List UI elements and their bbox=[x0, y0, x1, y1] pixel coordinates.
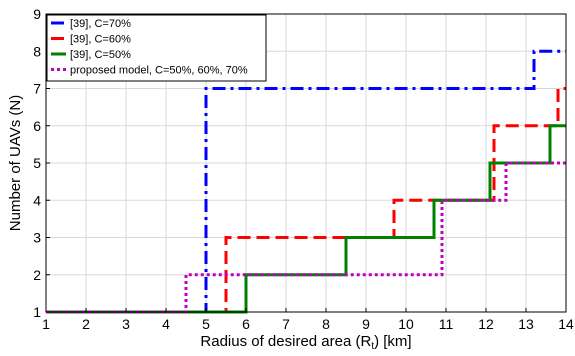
legend-label: [39], C=60% bbox=[70, 34, 131, 46]
x-tick-label: 12 bbox=[478, 316, 494, 332]
y-tick-label: 1 bbox=[33, 304, 41, 320]
legend: [39], C=70% [39], C=60% [39], C=50% propose… bbox=[47, 15, 266, 81]
y-tick-label: 5 bbox=[33, 155, 41, 171]
y-tick-label: 2 bbox=[33, 267, 41, 283]
x-tick-label: 13 bbox=[518, 316, 534, 332]
y-tick-label: 8 bbox=[33, 43, 41, 59]
x-tick-label: 3 bbox=[122, 316, 130, 332]
y-tick-label: 3 bbox=[33, 230, 41, 246]
x-tick-label: 1 bbox=[42, 316, 50, 332]
y-tick-label: 9 bbox=[33, 6, 41, 22]
x-tick-label: 2 bbox=[82, 316, 90, 332]
x-tick-label: 11 bbox=[439, 316, 454, 332]
x-tick-label: 9 bbox=[362, 316, 370, 332]
x-tick-label: 6 bbox=[242, 316, 250, 332]
x-axis-label-tail: ) [km] bbox=[374, 333, 412, 350]
x-tick-label: 7 bbox=[282, 316, 290, 332]
y-axis-label: Number of UAVs (N) bbox=[7, 95, 24, 231]
legend-label: [39], C=50% bbox=[70, 49, 131, 61]
x-tick-label: 5 bbox=[202, 316, 210, 332]
legend-label: proposed model, C=50%, 60%, 70% bbox=[70, 65, 248, 77]
x-tick-label: 14 bbox=[558, 316, 574, 332]
legend-label: [39], C=70% bbox=[70, 18, 131, 30]
x-tick-label: 10 bbox=[398, 316, 414, 332]
x-axis-label-main: Radius of desired area (R bbox=[200, 333, 371, 350]
x-tick-label: 8 bbox=[322, 316, 330, 332]
y-tick-label: 7 bbox=[33, 81, 41, 97]
x-axis-label: Radius of desired area (Rt) [km] bbox=[200, 333, 411, 351]
y-tick-label: 6 bbox=[33, 118, 41, 134]
y-tick-label: 4 bbox=[33, 192, 41, 208]
x-tick-label: 4 bbox=[162, 316, 170, 332]
